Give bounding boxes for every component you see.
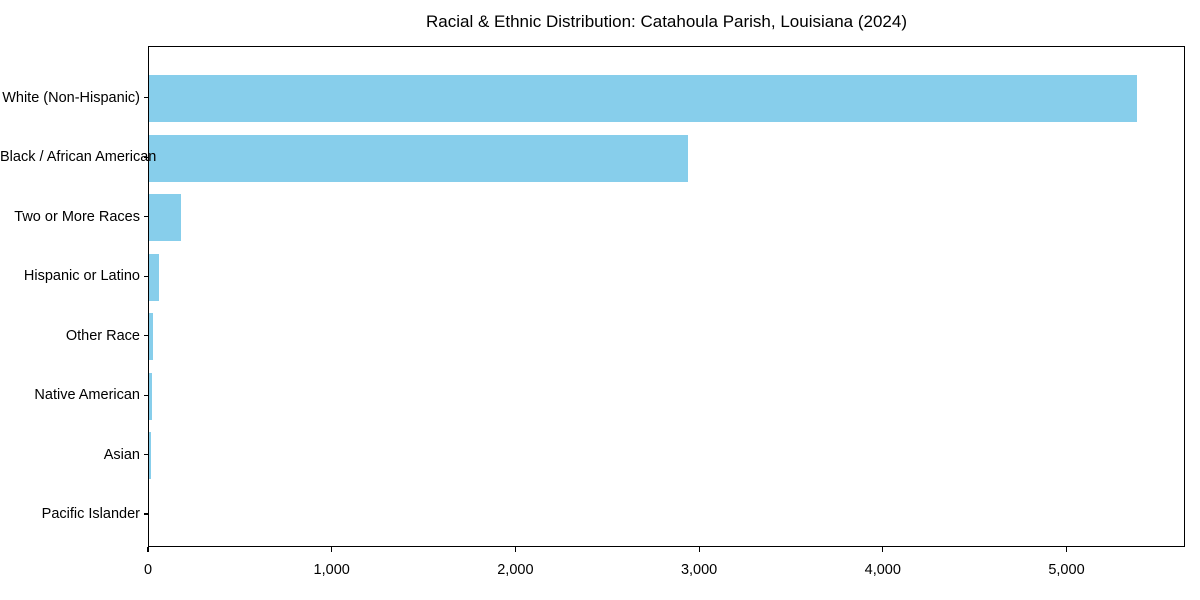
x-axis-tick-label: 4,000 (864, 562, 901, 578)
bar-white-non-hispanic- (149, 75, 1137, 123)
y-tick-mark (144, 453, 148, 456)
y-tick-mark (144, 97, 148, 99)
bar-other-race (149, 313, 154, 361)
y-axis-category-label: White (Non-Hispanic) (2, 89, 140, 106)
y-tick-mark (144, 394, 148, 396)
y-axis-category-label: Other Race (65, 327, 140, 344)
bar-asian (149, 432, 152, 480)
x-tick-mark (514, 547, 516, 552)
x-axis-tick-label: 1,000 (313, 562, 350, 578)
y-axis-category-label: Pacific Islander (41, 506, 140, 523)
x-tick-mark (698, 547, 700, 552)
chart-title: Racial & Ethnic Distribution: Catahoula … (426, 12, 907, 31)
y-tick-mark (144, 216, 148, 218)
y-axis-category-label: Two or More Races (14, 208, 140, 225)
x-tick-mark (147, 547, 149, 552)
y-axis-category-label: Asian (103, 446, 140, 463)
y-axis-category-label: Native American (34, 387, 140, 404)
y-tick-mark (144, 275, 148, 277)
bar-two-or-more-races (149, 194, 182, 242)
bar-black-african-american (149, 134, 688, 182)
x-tick-mark (882, 547, 884, 552)
x-axis-tick-label: 2,000 (497, 562, 534, 578)
x-axis-tick-label: 3,000 (680, 562, 718, 578)
y-axis-category-label: Hispanic or Latino (23, 268, 140, 285)
y-tick-mark (144, 156, 148, 158)
x-axis-tick-label: 0 (143, 562, 153, 578)
bar-native-american (149, 372, 152, 420)
x-tick-mark (1065, 547, 1068, 552)
y-axis-category-label: Black / African American (0, 149, 157, 166)
plot-area (148, 46, 1185, 547)
x-axis-tick-label: 5,000 (1048, 562, 1085, 578)
y-tick-mark (144, 513, 148, 515)
x-tick-mark (331, 547, 333, 552)
bar-hispanic-or-latino (149, 253, 160, 301)
y-tick-mark (144, 335, 148, 337)
